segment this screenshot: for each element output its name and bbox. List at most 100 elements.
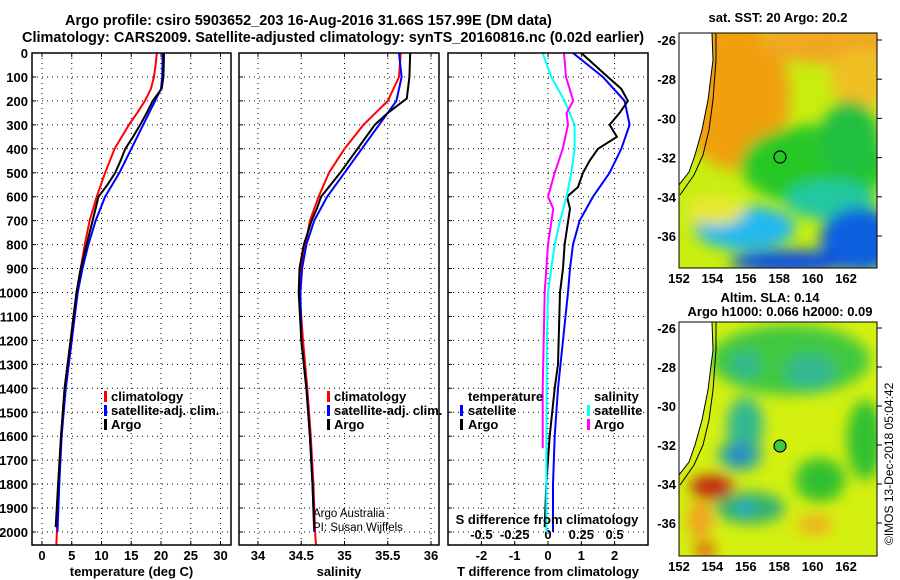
y-tick-label: 1700 (0, 453, 28, 468)
lat-tick-label: -30 (657, 111, 676, 126)
plot-frame (31, 52, 232, 546)
legend-label: Argo (468, 417, 498, 432)
y-tick-label: 1600 (0, 429, 28, 444)
y-tick-label: 300 (6, 118, 28, 133)
lat-tick-label: -36 (657, 516, 676, 531)
profile-panel-2: 34 34.5 35 35.5 36 salinity (238, 52, 440, 579)
lon-tick-label: 160 (802, 271, 824, 286)
lat-tick-label: -34 (657, 477, 677, 492)
legend-label: Argo (334, 417, 364, 432)
lon-tick-label: 152 (668, 271, 690, 286)
plot-frame (447, 52, 649, 546)
x-tick-label: 20 (154, 548, 168, 563)
y-tick-label: 200 (6, 94, 28, 109)
legend-swatch-s-argo (587, 419, 590, 430)
lat-tick-label: -36 (657, 229, 676, 244)
float-position-marker (773, 439, 787, 453)
lat-tick-label: -34 (657, 190, 677, 205)
legend-title-temperature: temperature (468, 389, 543, 404)
x-tick-label: 34.5 (289, 548, 314, 563)
legend-swatch-t-satellite (460, 405, 463, 416)
lat-tick-label: -32 (657, 151, 676, 166)
lon-tick-label: 154 (702, 271, 724, 286)
x-tick-label: 35.5 (375, 548, 400, 563)
x-axis-title: T difference from climatology (457, 564, 640, 579)
credit-line1: Argo Australia (313, 508, 385, 520)
plot-frame (238, 52, 440, 546)
legend-swatch-climatology (327, 391, 330, 402)
x-axis-title: temperature (deg C) (70, 564, 194, 579)
y-tick-label: 1800 (0, 477, 28, 492)
x-tick-label: 35 (337, 548, 351, 563)
series-line-argo (54, 52, 165, 528)
lat-tick-label: -30 (657, 399, 676, 414)
legend-swatch-climatology (104, 391, 107, 402)
series-line-t-argo (543, 52, 630, 528)
y-tick-label: 400 (6, 142, 28, 157)
lon-tick-label: 152 (668, 559, 690, 574)
s-tick-label: -0.5 (470, 527, 492, 542)
y-tick-label: 1200 (0, 333, 28, 348)
sla-map (679, 322, 877, 556)
sst-map (679, 33, 877, 268)
s-tick-label: 0.5 (606, 527, 624, 542)
x-tick-label: 36 (424, 548, 438, 563)
lon-tick-label: 162 (835, 271, 857, 286)
difference-legend: temperature satellite Argo salinity sate… (460, 389, 642, 432)
legend-label: climatology (334, 389, 407, 404)
x-tick-label: 1 (578, 548, 585, 563)
x-tick-label: -2 (476, 548, 488, 563)
y-tick-label: 500 (6, 166, 28, 181)
x-tick-label: 5 (68, 548, 75, 563)
y-tick-label: 100 (6, 70, 28, 85)
y-tick-label: 1400 (0, 381, 28, 396)
series-line-climatology (298, 52, 402, 546)
y-tick-label: 1000 (0, 286, 28, 301)
legend-label: satellite-adj. clim. (334, 403, 442, 418)
legend-title-salinity: salinity (594, 389, 640, 404)
y-tick-label: 1300 (0, 357, 28, 372)
s-tick-label: 0 (544, 527, 551, 542)
float-position-marker (773, 150, 787, 164)
y-tick-label: 0 (21, 46, 28, 61)
x-tick-label: 2 (611, 548, 618, 563)
legend-label: climatology (111, 389, 184, 404)
legend-label: Argo (594, 417, 624, 432)
y-tick-label: 800 (6, 238, 28, 253)
series-line-satellite-adj-clim- (56, 52, 164, 533)
lat-tick-label: -26 (657, 321, 676, 336)
x-tick-label: 34 (251, 548, 266, 563)
legend-swatch-argo (327, 419, 330, 430)
y-tick-label: 2000 (0, 525, 28, 540)
x-tick-label: 0 (544, 548, 551, 563)
sla-map-subtitle: Argo h1000: 0.066 h2000: 0.09 (688, 304, 873, 319)
sla-map-title: Altim. SLA: 0.14 (721, 290, 821, 305)
sla-map-frame (678, 321, 878, 557)
lon-tick-label: 160 (802, 559, 824, 574)
s-axis-title: S difference from climatology (456, 512, 640, 527)
x-tick-label: -1 (509, 548, 521, 563)
x-tick-label: 30 (213, 548, 227, 563)
legend-swatch-argo (104, 419, 107, 430)
lat-tick-label: -32 (657, 438, 676, 453)
series-line-s-argo (541, 52, 575, 449)
y-tick-label: 1100 (0, 309, 28, 324)
x-tick-label: 25 (184, 548, 198, 563)
y-tick-label: 600 (6, 190, 28, 205)
legend-label: satellite (468, 403, 516, 418)
legend-label: satellite-adj. clim. (111, 403, 219, 418)
s-tick-label: 0.25 (569, 527, 594, 542)
y-tick-label: 900 (6, 262, 28, 277)
sst-map-frame (678, 32, 878, 269)
series-line-satellite-adj-clim- (299, 52, 403, 533)
credit-line2: PI: Susan Wijffels (313, 522, 403, 534)
lon-tick-label: 156 (735, 271, 757, 286)
lon-tick-label: 162 (835, 559, 857, 574)
x-tick-label: 15 (124, 548, 138, 563)
sst-map-title: sat. SST: 20 Argo: 20.2 (709, 10, 848, 25)
profile-panel-3: -2 -1 0 1 2 -0.5 -0.25 0 0.25 0.5 T difference fro… (447, 52, 649, 579)
legend-label: Argo (111, 417, 141, 432)
legend-label: satellite (594, 403, 642, 418)
series-line-argo (297, 52, 412, 528)
x-axis-title: salinity (317, 564, 363, 579)
